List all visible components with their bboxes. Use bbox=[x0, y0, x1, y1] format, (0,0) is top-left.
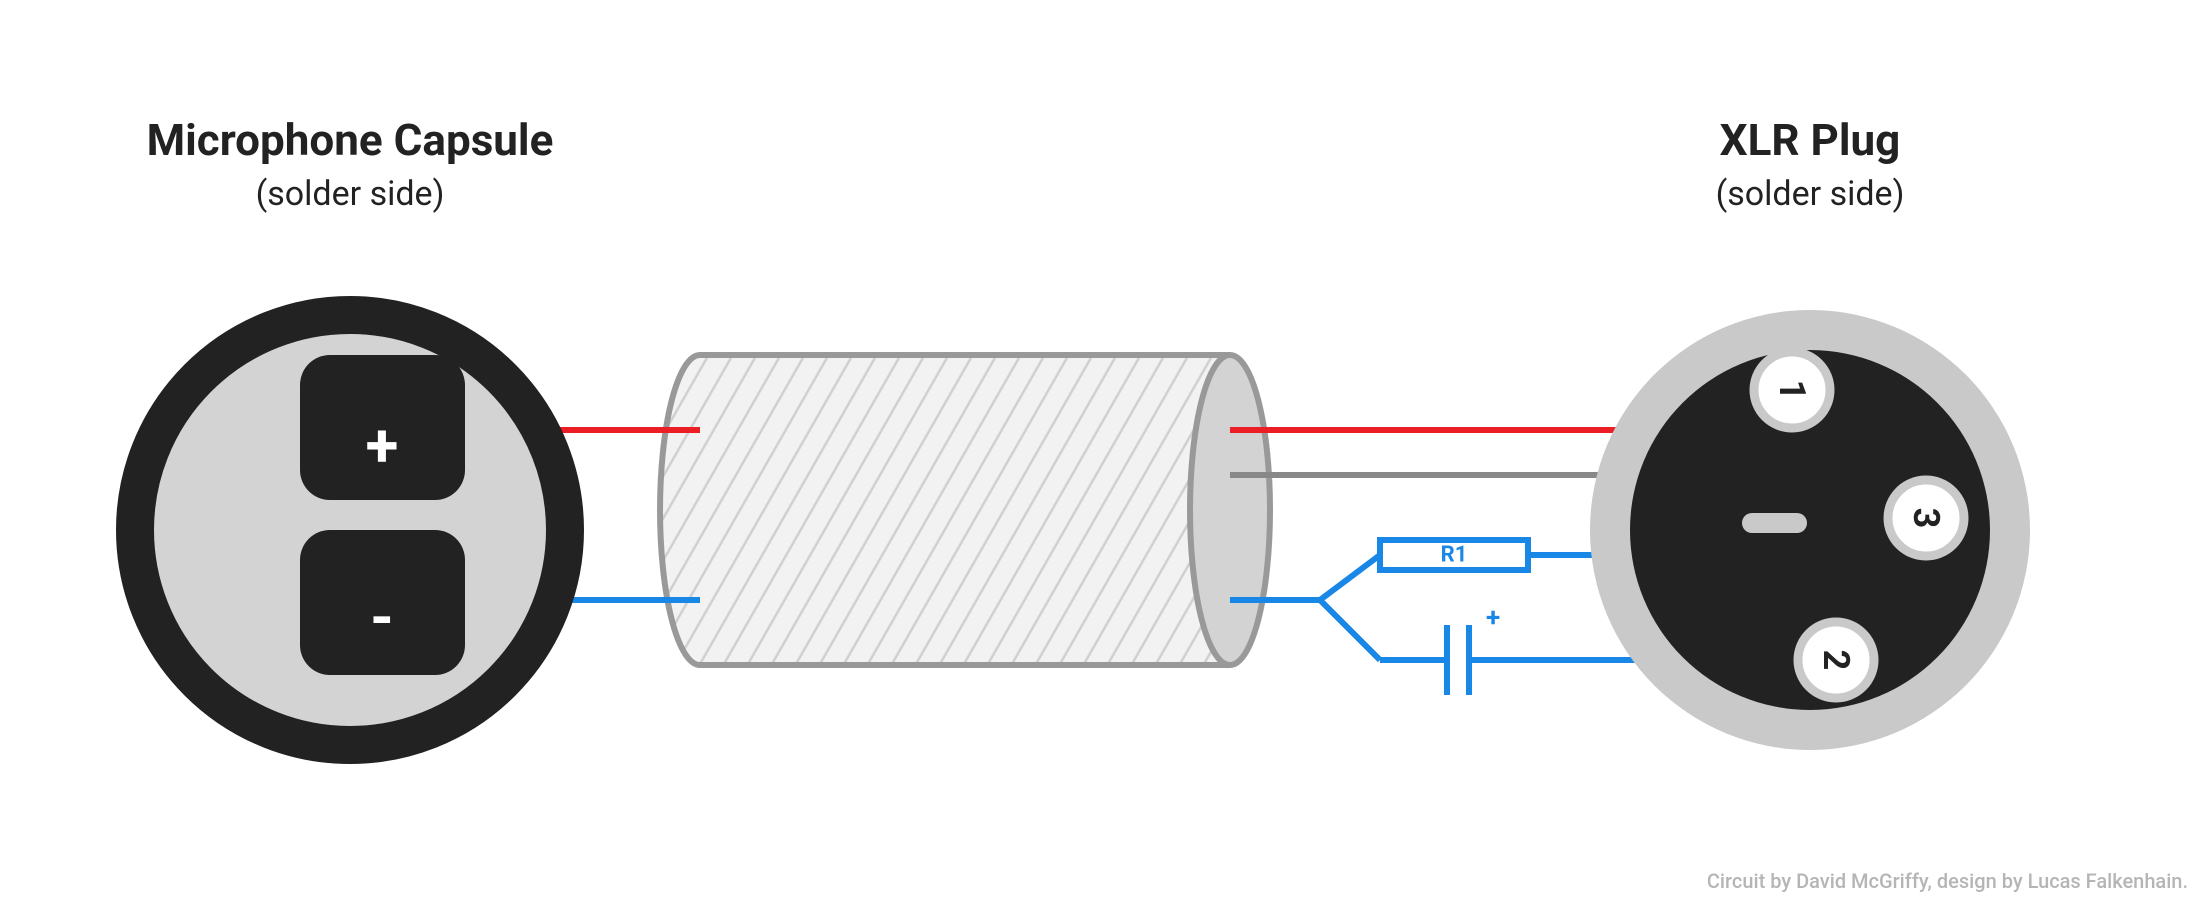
xlr-pin-3: 3 bbox=[1888, 480, 1964, 556]
mic-capsule-title: Microphone Capsule bbox=[147, 114, 554, 166]
mic-pad-minus-label: - bbox=[370, 582, 394, 653]
xlr-plug-subtitle: (solder side) bbox=[1716, 174, 1905, 214]
credit-line: Circuit by David McGriffy, design by Luc… bbox=[1707, 869, 2188, 893]
xlr-pin-1: 1 bbox=[1754, 352, 1830, 428]
capacitor: + bbox=[1380, 603, 1500, 695]
xlr-key-slot bbox=[1742, 513, 1807, 533]
svg-text:1: 1 bbox=[1771, 380, 1813, 401]
svg-text:2: 2 bbox=[1815, 650, 1857, 671]
svg-text:3: 3 bbox=[1905, 508, 1947, 529]
mic-pad-plus-label: + bbox=[366, 410, 399, 481]
xlr-pin-2: 2 bbox=[1798, 622, 1874, 698]
resistor-label: R1 bbox=[1441, 543, 1468, 568]
resistor-r1: R1 bbox=[1380, 540, 1528, 570]
mic-capsule: + - bbox=[135, 315, 565, 745]
xlr-plug-title: XLR Plug bbox=[1720, 114, 1901, 166]
capacitor-polarity-plus: + bbox=[1486, 603, 1500, 633]
mic-capsule-subtitle: (solder side) bbox=[256, 174, 445, 214]
diagram-canvas: R1 + + - 1 2 3 Microphone Capsule (solder … bbox=[0, 0, 2200, 900]
xlr-plug: 1 2 3 bbox=[1590, 310, 2030, 750]
